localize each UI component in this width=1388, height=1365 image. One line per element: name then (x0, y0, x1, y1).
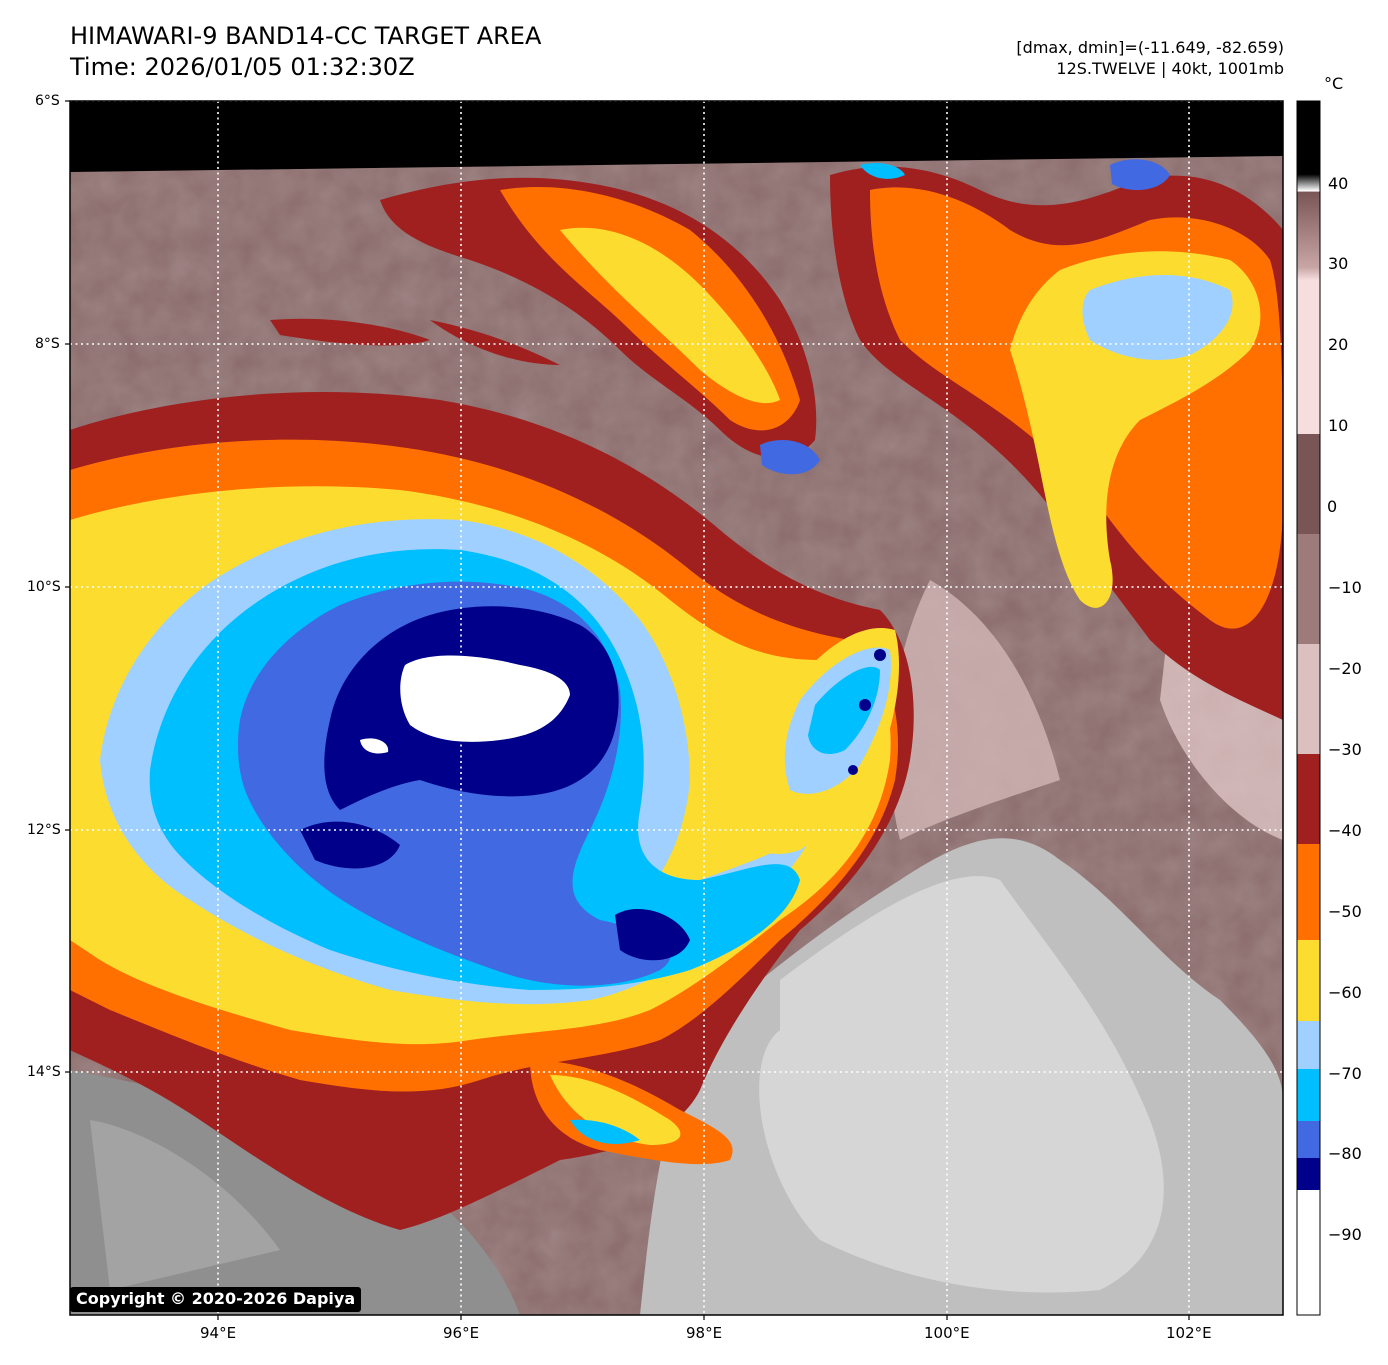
cb-tick-neg30: −30 (1328, 740, 1362, 759)
cb-tick-10: 10 (1328, 416, 1349, 435)
cold-core-minus-90 (400, 655, 570, 742)
colorbar (1296, 100, 1321, 1316)
lon-tick-100: 100°E (924, 1324, 970, 1342)
lon-tick-96: 96°E (443, 1324, 480, 1342)
cb-tick-40: 40 (1328, 174, 1349, 193)
no-data-band (70, 101, 1283, 172)
cb-tick-neg60: −60 (1328, 983, 1362, 1002)
title-line-1: HIMAWARI-9 BAND14-CC TARGET AREA (70, 22, 542, 50)
storm-info: 12S.TWELVE | 40kt, 1001mb (1056, 59, 1284, 78)
cb-tick-neg20: −20 (1328, 659, 1362, 678)
cb-tick-neg90: −90 (1328, 1225, 1362, 1244)
cb-tick-neg40: −40 (1328, 821, 1362, 840)
cb-tick-neg10: −10 (1328, 578, 1362, 597)
cb-tick-20: 20 (1328, 335, 1349, 354)
cb-tick-neg70: −70 (1328, 1064, 1362, 1083)
colorbar-unit: °C (1324, 74, 1344, 93)
lat-tick-12: 12°S (27, 822, 61, 838)
lat-tick-8: 8°S (35, 336, 60, 352)
lat-tick-14: 14°S (27, 1064, 61, 1080)
lat-tick-6: 6°S (35, 93, 60, 109)
title-line-2: Time: 2026/01/05 01:32:30Z (70, 53, 415, 81)
cb-tick-neg50: −50 (1328, 902, 1362, 921)
copyright-badge: Copyright © 2020-2026 Dapiya (70, 1287, 362, 1312)
cb-tick-0: 0 (1327, 497, 1338, 516)
lon-tick-94: 94°E (200, 1324, 237, 1342)
range-info: [dmax, dmin]=(-11.649, -82.659) (1016, 38, 1284, 57)
cb-tick-neg80: −80 (1328, 1144, 1362, 1163)
lat-tick-10: 10°S (27, 579, 61, 595)
cb-tick-30: 30 (1328, 254, 1349, 273)
lon-tick-102: 102°E (1166, 1324, 1212, 1342)
map-frame (69, 100, 1284, 1316)
lon-tick-98: 98°E (686, 1324, 723, 1342)
graticule (70, 101, 1283, 1315)
